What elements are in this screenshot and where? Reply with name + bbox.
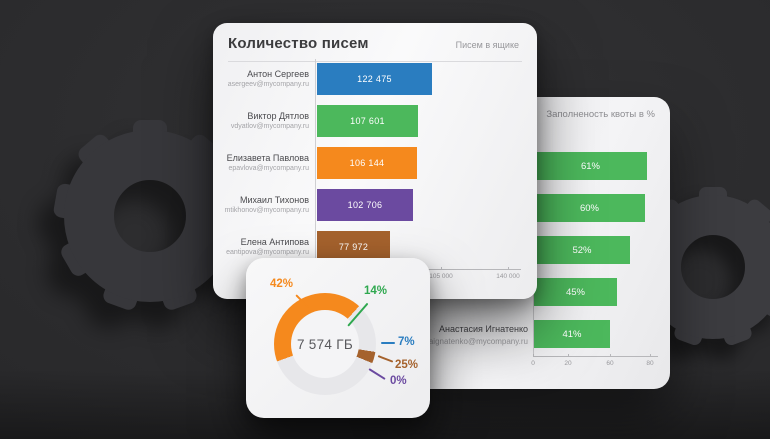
donut-chart (274, 293, 376, 395)
bar-value-label: 106 144 (349, 158, 385, 168)
quota-x-axis: 0 20 60 80 (531, 354, 658, 367)
row-label: Виктор Дятлов vdyatlov@mycompany.ru (213, 110, 317, 132)
quota-bar: 60% (534, 194, 645, 222)
user-email: vdyatlov@mycompany.ru (230, 123, 309, 131)
mail-count-card: Количество писем Писем в ящике Антон Сер… (213, 23, 537, 299)
axis-tick-label: 105 000 (429, 273, 453, 280)
quota-row-label: Анастасия Игнатенко aignatenko@mycompany… (410, 323, 528, 347)
mail-card-subtitle: Писем в ящике (455, 40, 519, 50)
bar-value-label: 52% (572, 244, 592, 256)
axis-tick-label: 140 000 (496, 273, 520, 280)
user-name: Михаил Тихонов (240, 195, 309, 206)
donut-slice-label: 14% (364, 285, 388, 297)
quota-bar: 41% (534, 320, 610, 348)
quota-bar: 52% (534, 236, 630, 264)
bar-value-label: 107 601 (350, 116, 385, 126)
bar: 102 706 (317, 189, 413, 221)
bar-track: 122 475 (317, 63, 537, 95)
mail-card-title: Количество писем (228, 35, 369, 52)
quota-card-title: Заполненость квоты в % (546, 109, 655, 120)
bar-value-label: 61% (580, 160, 600, 172)
donut-leader-line (381, 342, 395, 344)
bar-track: 106 144 (317, 147, 537, 179)
axis-tick-label: 60 (606, 360, 614, 367)
mail-chart-row: Елена Антипова eantipova@mycompany.ru 77… (213, 231, 537, 263)
row-label: Елизавета Павлова epavlova@mycompany.ru (213, 152, 317, 174)
axis-tick-label: 0 (531, 360, 535, 367)
user-email: mtikhonov@mycompany.ru (224, 207, 309, 215)
user-email: eantipova@mycompany.ru (226, 249, 309, 257)
row-label: Елена Антипова eantipova@mycompany.ru (213, 236, 317, 258)
mail-card-header: Количество писем Писем в ящике (213, 23, 537, 61)
user-name: Елизавета Павлова (226, 153, 309, 164)
mail-chart-row: Антон Сергеев asergeev@mycompany.ru 122 … (213, 63, 537, 95)
bar-track: 107 601 (317, 105, 537, 137)
donut-leader-line (377, 355, 394, 363)
bar-value-label: 41% (562, 328, 582, 340)
bar: 107 601 (317, 105, 418, 137)
axis-tick-label: 20 (564, 360, 572, 367)
row-label: Антон Сергеев asergeev@mycompany.ru (213, 68, 317, 90)
mail-chart-row: Виктор Дятлов vdyatlov@mycompany.ru 107 … (213, 105, 537, 137)
user-email: asergeev@mycompany.ru (227, 81, 309, 89)
bar-value-label: 122 475 (357, 74, 392, 84)
bar-track: 102 706 (317, 189, 537, 221)
axis-tick (441, 267, 442, 270)
bar-value-label: 102 706 (347, 200, 383, 210)
user-name: Антон Сергеев (247, 69, 309, 80)
axis-tick (610, 354, 611, 357)
header-divider (228, 61, 522, 62)
bar-value-label: 77 972 (338, 242, 369, 252)
user-name: Виктор Дятлов (247, 111, 309, 122)
donut-slice-label: 25% (395, 359, 419, 371)
bar: 106 144 (317, 147, 417, 179)
quota-bar-chart: 61% 60% 52% 45% 41% (534, 152, 647, 362)
user-email: aignatenko@mycompany.ru (428, 336, 528, 346)
axis-tick-label: 80 (646, 360, 654, 367)
row-label: Михаил Тихонов mtikhonov@mycompany.ru (213, 194, 317, 216)
axis-tick (508, 267, 509, 270)
bar-track: 77 972 (317, 231, 537, 263)
user-email: epavlova@mycompany.ru (228, 165, 309, 173)
donut-center-label: 7 574 ГБ (296, 336, 354, 352)
storage-donut-card: 7 574 ГБ 42% 14% 7% 25% 0% (246, 258, 430, 418)
axis-tick (533, 354, 534, 357)
donut-slice-label: 0% (390, 375, 407, 387)
donut-slice-label: 42% (270, 278, 294, 290)
user-name: Елена Антипова (240, 237, 309, 248)
user-name: Анастасия Игнатенко (439, 324, 528, 334)
axis-tick (568, 354, 569, 357)
bar: 122 475 (317, 63, 432, 95)
quota-bar: 61% (534, 152, 647, 180)
bar-value-label: 45% (565, 286, 585, 298)
donut-slice-label: 7% (398, 336, 415, 348)
axis-tick (650, 354, 651, 357)
mail-chart-baseline (315, 59, 316, 285)
mail-bar-chart: Антон Сергеев asergeev@mycompany.ru 122 … (213, 63, 537, 273)
quota-bar: 45% (534, 278, 617, 306)
bar-value-label: 60% (579, 202, 599, 214)
mail-chart-row: Михаил Тихонов mtikhonov@mycompany.ru 10… (213, 189, 537, 221)
bar: 77 972 (317, 231, 390, 263)
mail-chart-row: Елизавета Павлова epavlova@mycompany.ru … (213, 147, 537, 179)
